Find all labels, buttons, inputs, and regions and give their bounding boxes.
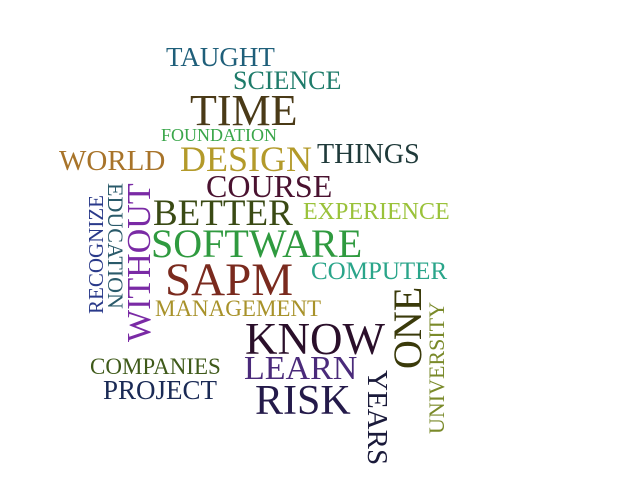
word-better: BETTER	[153, 193, 293, 234]
word-risk: RISK	[255, 378, 351, 424]
word-experience: EXPERIENCE	[303, 199, 450, 225]
word-years: YEARS	[361, 370, 393, 466]
word-sapm: SAPM	[165, 254, 294, 306]
word-science: SCIENCE	[233, 66, 342, 95]
word-without: WITHOUT	[121, 183, 158, 342]
word-time: TIME	[190, 86, 298, 135]
word-project: PROJECT	[103, 375, 218, 405]
word-one: ONE	[385, 286, 430, 369]
word-learn: LEARN	[244, 350, 358, 387]
word-university: UNIVERSITY	[424, 302, 449, 434]
word-companies: COMPANIES	[90, 354, 221, 379]
word-computer: COMPUTER	[311, 258, 448, 285]
word-things: THINGS	[317, 139, 420, 170]
word-design: DESIGN	[180, 139, 312, 179]
word-know: KNOW	[245, 314, 385, 364]
word-management: MANAGEMENT	[155, 296, 322, 321]
word-foundation: FOUNDATION	[161, 125, 277, 145]
word-course: COURSE	[206, 168, 333, 204]
word-software: SOFTWARE	[151, 221, 363, 266]
word-taught: TAUGHT	[166, 42, 275, 72]
word-world: WORLD	[59, 145, 166, 177]
